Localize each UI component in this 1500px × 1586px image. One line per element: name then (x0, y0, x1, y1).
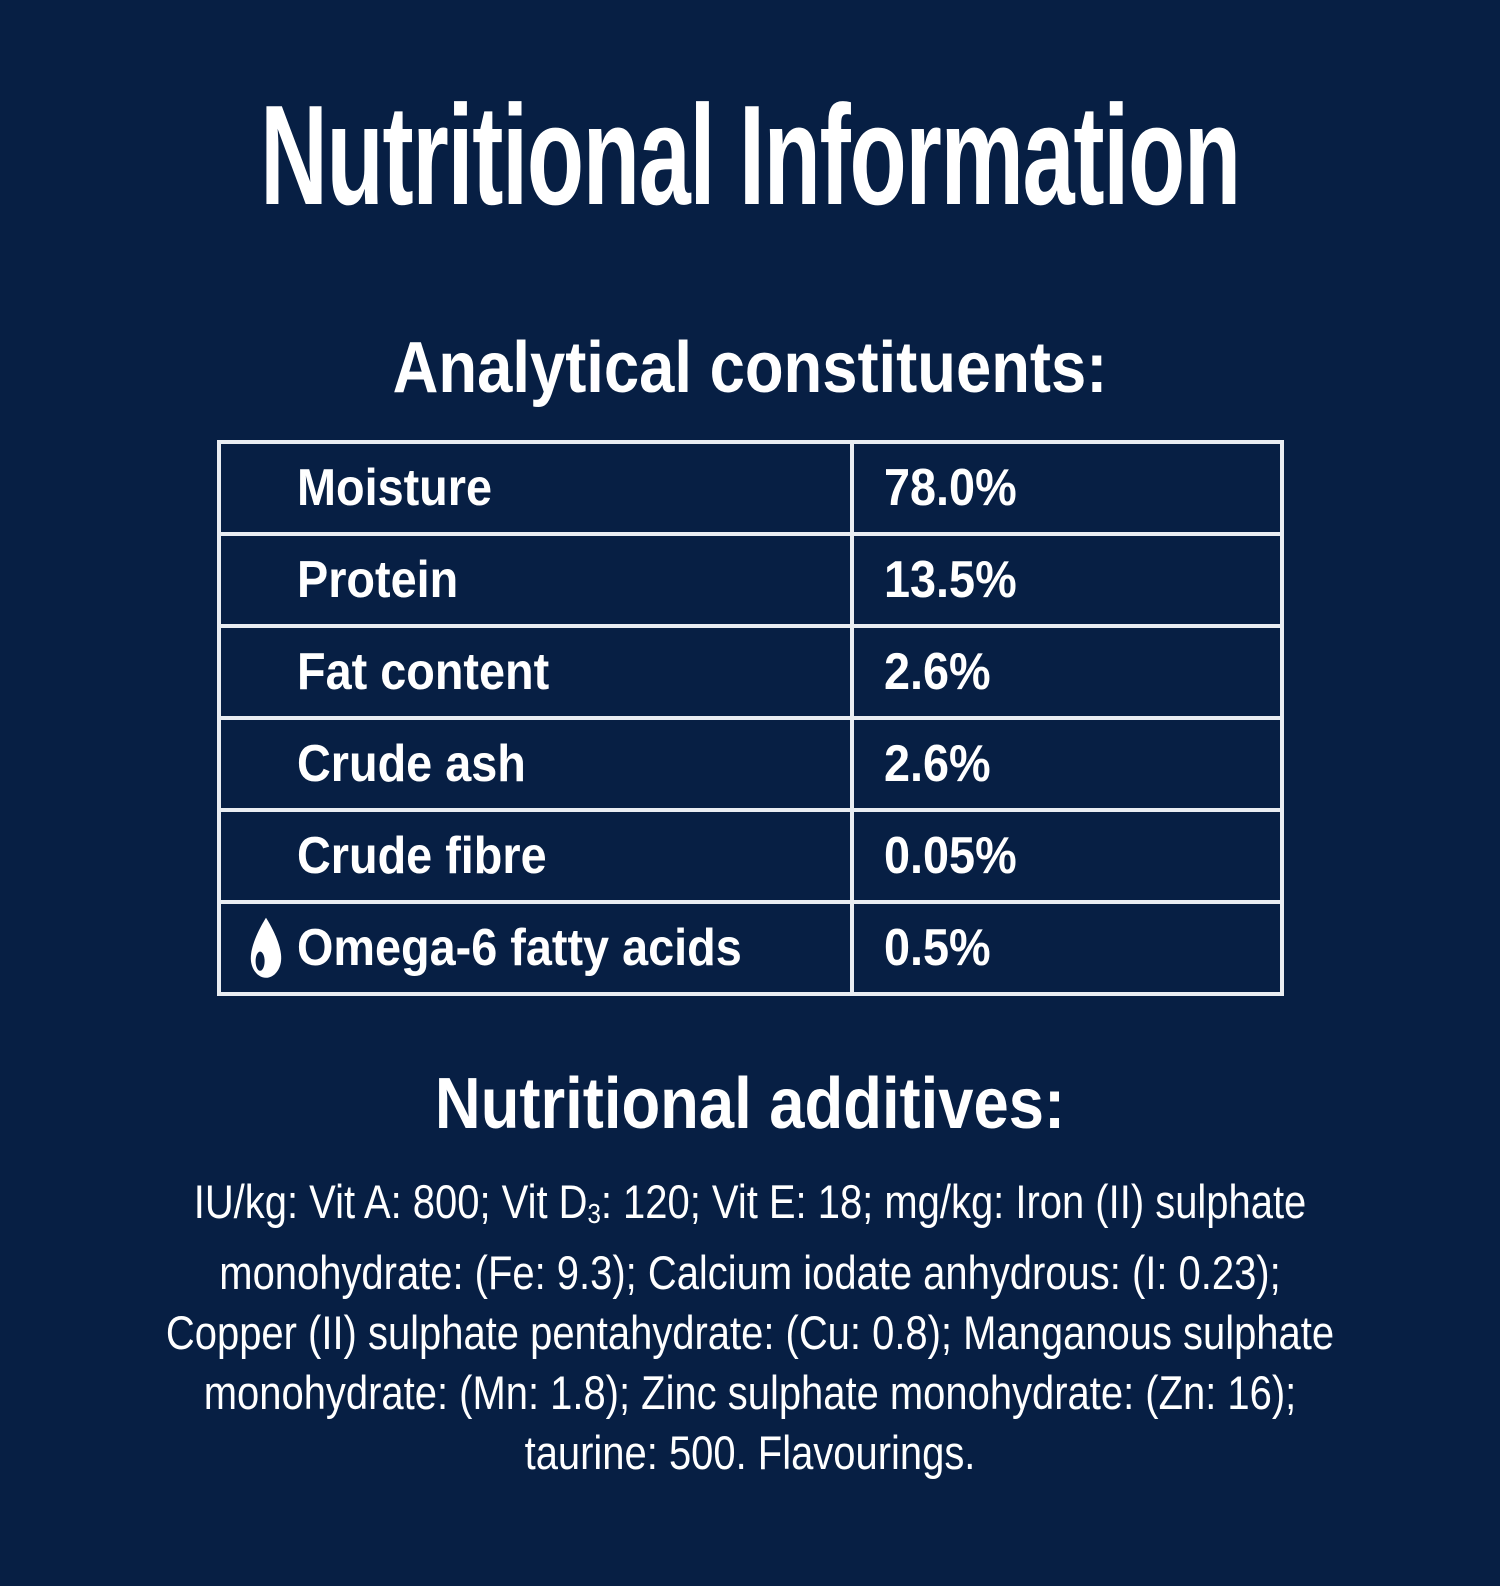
row-value: 2.6% (883, 735, 991, 793)
row-label: Protein (296, 551, 458, 609)
nutritional-additives-heading: Nutritional additives: (434, 1064, 1066, 1144)
table-row-omega6-fatty-acids: Omega-6 fatty acids 0.5% (220, 900, 1280, 992)
row-value: 78.0% (883, 459, 1017, 517)
row-label: Crude ash (296, 735, 526, 793)
row-label: Omega-6 fatty acids (296, 919, 742, 977)
row-value-cell: 78.0% (849, 444, 1280, 532)
additives-line-text: monohydrate: (Fe: 9.3); Calcium iodate a… (219, 1246, 1281, 1300)
row-label: Fat content (296, 643, 549, 701)
row-value: 2.6% (883, 643, 991, 701)
row-value-cell: 13.5% (849, 536, 1280, 624)
row-value: 0.5% (883, 919, 991, 977)
table-row-moisture: Moisture 78.0% (221, 444, 1280, 532)
additives-line-text: taurine: 500. Flavourings. (524, 1426, 976, 1480)
additives-line: IU/kg: Vit A: 800; Vit D3: 120; Vit E: 1… (28, 1172, 1473, 1243)
additives-line-text: Copper (II) sulphate pentahydrate: (Cu: … (165, 1306, 1335, 1360)
table-row-crude-fibre: Crude fibre 0.05% (220, 808, 1280, 900)
table-row-protein: Protein 13.5% (220, 532, 1280, 624)
nutritional-additives-text: IU/kg: Vit A: 800; Vit D3: 120; Vit E: 1… (28, 1172, 1473, 1483)
row-label-cell: Protein (221, 536, 850, 624)
analytical-constituents-table: Moisture 78.0% Protein 13.5% Fat content… (216, 440, 1284, 996)
additives-line: Copper (II) sulphate pentahydrate: (Cu: … (28, 1303, 1473, 1363)
row-label-cell: Omega-6 fatty acids (221, 904, 850, 992)
analytical-constituents-heading: Analytical constituents: (392, 328, 1108, 408)
droplet-icon (250, 917, 281, 978)
vitamin-d3-subscript: 3 (587, 1197, 601, 1230)
row-label-cell: Crude fibre (221, 812, 850, 900)
additives-line: monohydrate: (Fe: 9.3); Calcium iodate a… (28, 1243, 1473, 1303)
row-value-cell: 2.6% (849, 628, 1280, 716)
row-label: Crude fibre (296, 827, 547, 885)
row-value: 0.05% (883, 827, 1017, 885)
additives-line-text: monohydrate: (Mn: 1.8); Zinc sulphate mo… (203, 1366, 1297, 1420)
additives-line: monohydrate: (Mn: 1.8); Zinc sulphate mo… (28, 1363, 1473, 1423)
row-label: Moisture (296, 459, 492, 517)
additives-line: taurine: 500. Flavourings. (28, 1423, 1473, 1483)
page-title: Nutritional Information (260, 76, 1241, 235)
row-value-cell: 0.5% (849, 904, 1280, 992)
table-row-crude-ash: Crude ash 2.6% (220, 716, 1280, 808)
row-label-cell: Fat content (221, 628, 850, 716)
table-row-fat-content: Fat content 2.6% (220, 624, 1280, 716)
row-value: 13.5% (883, 551, 1017, 609)
additives-line-text: : 120; Vit E: 18; mg/kg: Iron (II) sulph… (600, 1175, 1307, 1228)
row-label-cell: Crude ash (221, 720, 850, 808)
row-value-cell: 0.05% (849, 812, 1280, 900)
row-value-cell: 2.6% (849, 720, 1280, 808)
row-label-cell: Moisture (221, 444, 850, 532)
additives-line-text: IU/kg: Vit A: 800; Vit D (193, 1175, 588, 1228)
